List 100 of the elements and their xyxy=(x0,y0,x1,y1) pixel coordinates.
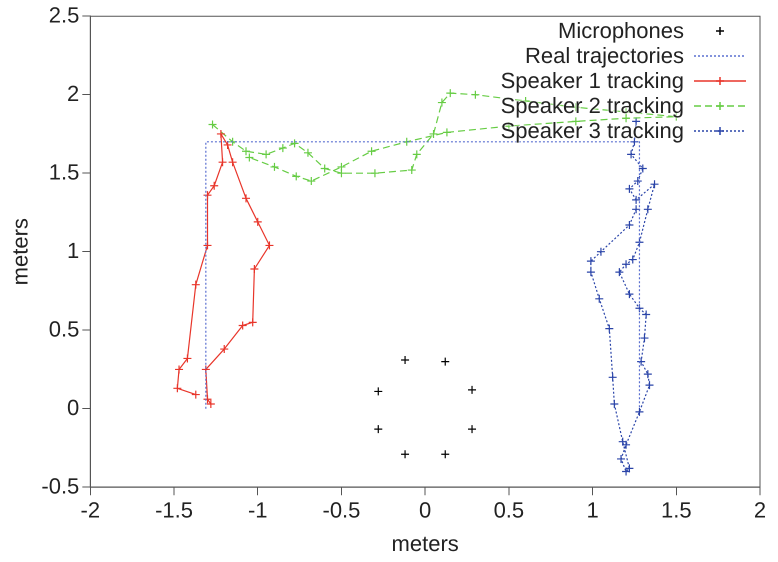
point xyxy=(610,399,619,409)
x-tick-label: 0.5 xyxy=(494,497,524,522)
point xyxy=(614,268,624,277)
x-tick-label: 1 xyxy=(586,497,599,522)
point xyxy=(248,318,258,327)
point xyxy=(586,268,596,277)
point xyxy=(210,181,219,190)
point xyxy=(278,143,288,153)
point xyxy=(262,150,271,159)
point xyxy=(306,176,316,186)
point xyxy=(636,357,646,366)
point xyxy=(618,437,628,446)
point xyxy=(621,440,631,450)
point xyxy=(633,176,642,186)
point xyxy=(650,180,660,189)
point xyxy=(586,256,596,266)
point xyxy=(412,150,422,159)
legend-label: Speaker 3 tracking xyxy=(500,118,684,143)
point xyxy=(292,172,301,181)
point xyxy=(624,464,634,473)
point xyxy=(208,120,218,130)
point xyxy=(241,194,251,203)
legend-label: Speaker 1 tracking xyxy=(500,68,684,93)
point xyxy=(594,294,604,304)
point xyxy=(400,450,410,459)
point xyxy=(604,324,614,334)
point xyxy=(264,240,274,250)
x-tick-label: -1 xyxy=(248,497,268,522)
point xyxy=(182,354,192,364)
x-tick-label: -2 xyxy=(80,497,100,522)
legend-label: Real trajectories xyxy=(525,43,684,68)
point xyxy=(320,164,330,174)
point xyxy=(370,168,380,178)
point xyxy=(336,162,346,172)
point xyxy=(191,280,200,290)
point xyxy=(374,386,383,396)
point xyxy=(174,364,184,374)
point xyxy=(440,450,450,459)
point xyxy=(621,260,631,269)
point xyxy=(632,204,641,214)
point xyxy=(470,90,480,100)
point xyxy=(643,370,652,379)
point xyxy=(228,158,238,167)
point xyxy=(250,264,259,274)
point xyxy=(446,88,455,98)
point xyxy=(220,344,229,354)
point xyxy=(407,165,416,175)
point xyxy=(374,424,383,434)
point xyxy=(216,129,226,139)
point xyxy=(202,240,212,250)
point xyxy=(336,168,346,178)
x-tick-label: -0.5 xyxy=(322,497,360,522)
point xyxy=(634,407,644,416)
point xyxy=(402,137,412,146)
point xyxy=(228,137,238,146)
point xyxy=(428,129,438,139)
point xyxy=(626,150,636,159)
point xyxy=(467,424,477,434)
point xyxy=(624,289,634,299)
point xyxy=(638,164,648,174)
point xyxy=(172,384,182,393)
y-axis-title: meters xyxy=(7,218,32,286)
point xyxy=(634,238,644,247)
y-tick-label: -0.5 xyxy=(41,473,80,498)
point xyxy=(608,372,618,382)
point xyxy=(640,333,650,343)
y-tick-label: 0.5 xyxy=(48,316,80,342)
point xyxy=(621,466,631,476)
point xyxy=(366,146,376,156)
point xyxy=(437,98,446,108)
point xyxy=(644,380,654,390)
point xyxy=(191,390,200,400)
y-tick-label: 2.5 xyxy=(48,2,80,28)
point xyxy=(643,204,652,214)
point xyxy=(616,454,626,464)
point xyxy=(303,148,313,158)
point xyxy=(400,355,410,365)
point xyxy=(596,247,606,256)
legend-label: Microphones xyxy=(558,18,684,43)
point xyxy=(440,357,450,366)
point xyxy=(624,220,634,230)
point xyxy=(222,140,232,150)
point xyxy=(253,217,262,226)
y-tick-label: 2 xyxy=(67,80,80,106)
point xyxy=(270,162,280,172)
point xyxy=(442,128,452,137)
point xyxy=(624,184,634,194)
point xyxy=(628,254,638,264)
point xyxy=(201,364,210,374)
y-tick-label: 1.5 xyxy=(48,159,80,184)
point xyxy=(290,138,300,148)
point xyxy=(467,385,477,394)
y-tick-label: 1 xyxy=(67,238,80,263)
x-tick-label: 2 xyxy=(754,497,766,522)
x-axis-title: meters xyxy=(392,530,459,556)
point xyxy=(632,195,641,204)
x-tick-label: 0 xyxy=(419,497,432,522)
point xyxy=(642,310,651,320)
point xyxy=(238,320,248,330)
x-tick-label: -1.5 xyxy=(155,497,193,522)
